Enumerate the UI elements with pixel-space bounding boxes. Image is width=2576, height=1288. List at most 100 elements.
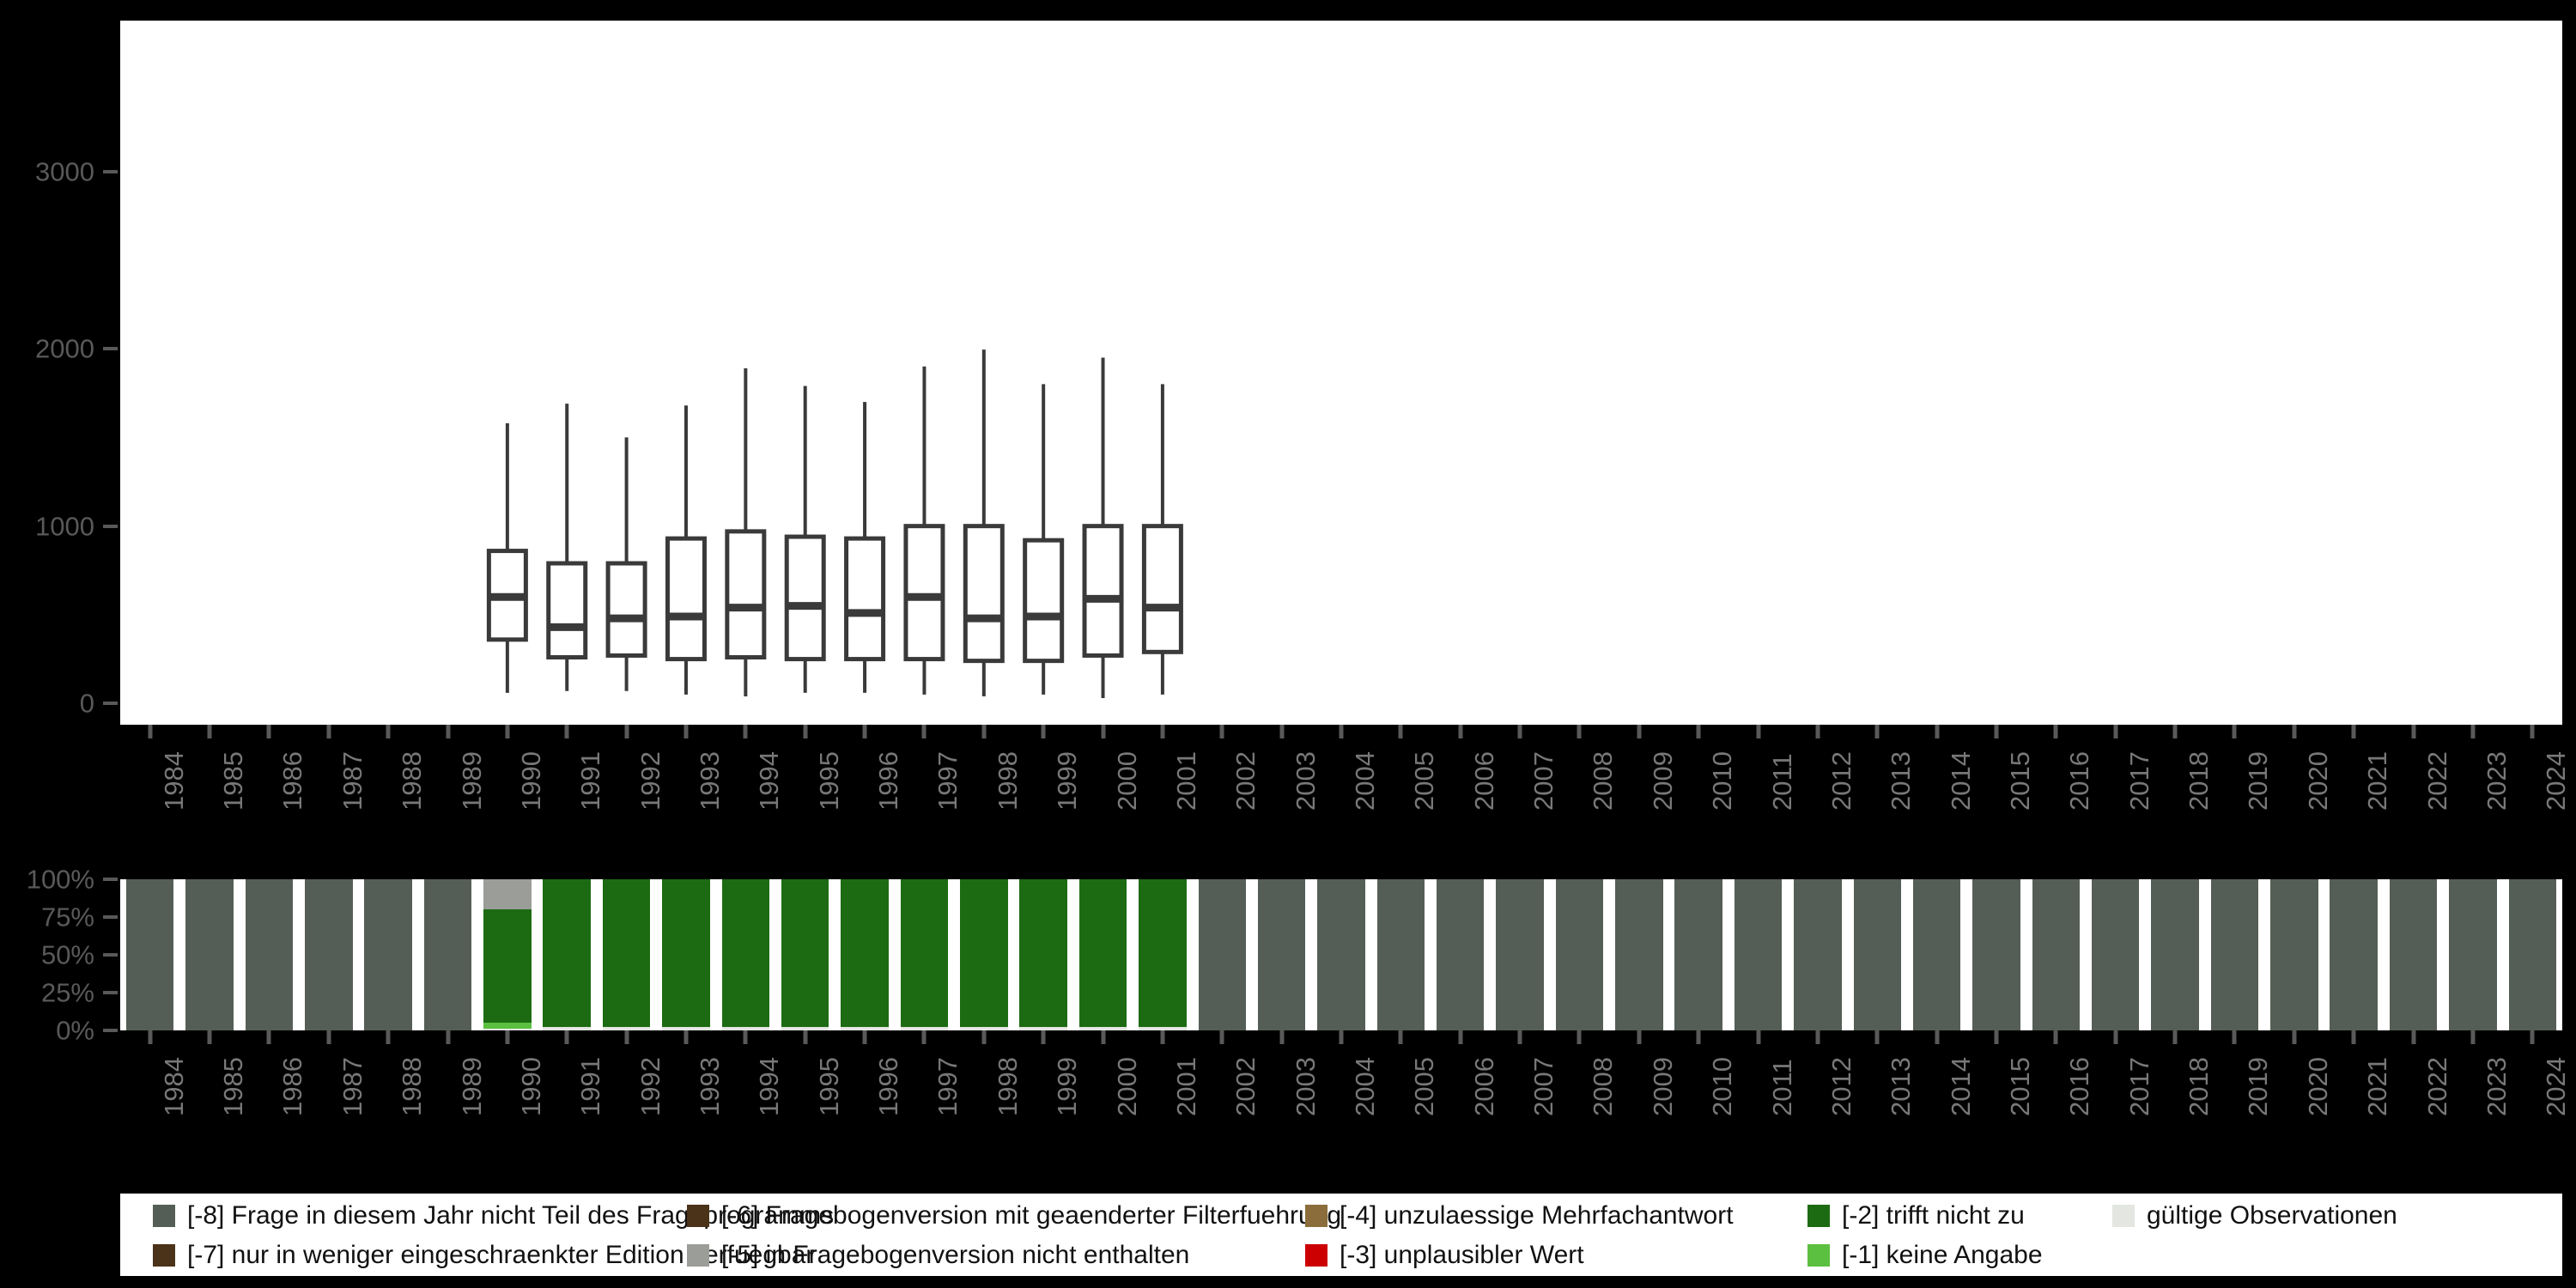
status-segment-minus8 bbox=[1317, 879, 1365, 1030]
y-tick-mark-percent bbox=[103, 1029, 118, 1032]
status-segment-minus8 bbox=[1555, 879, 1604, 1030]
status-segment-minus8 bbox=[1794, 879, 1842, 1030]
x-tick-mark-bottom bbox=[624, 1030, 629, 1044]
y-tick-label-percent: 0% bbox=[56, 1015, 94, 1046]
x-tick-label-1984: 1984 bbox=[158, 1057, 189, 1116]
status-bar-1994 bbox=[721, 879, 770, 1030]
x-tick-mark-top bbox=[1696, 725, 1701, 738]
x-tick-label-2021: 2021 bbox=[2362, 751, 2393, 811]
x-tick-mark-top bbox=[1517, 725, 1522, 738]
status-segment-minus2 bbox=[1078, 879, 1127, 1028]
status-bar-2003 bbox=[1257, 879, 1306, 1030]
x-tick-mark-bottom bbox=[2351, 1030, 2356, 1044]
x-tick-mark-bottom bbox=[1398, 1030, 1403, 1044]
x-tick-label-2010: 2010 bbox=[1707, 751, 1738, 811]
x-tick-mark-bottom bbox=[2411, 1030, 2416, 1044]
legend-item-minus6[interactable]: [-6] Fragebogenversion mit geaenderter F… bbox=[687, 1199, 1341, 1233]
legend-label-minus3: [-3] unplausibler Wert bbox=[1340, 1241, 1584, 1269]
legend-item-minus5[interactable]: [-5] in Fragebogenversion nicht enthalte… bbox=[687, 1238, 1189, 1273]
legend-swatch-minus6-icon bbox=[687, 1205, 709, 1227]
legend-item-minus1[interactable]: [-1] keine Angabe bbox=[1807, 1238, 2043, 1273]
status-segment-minus2 bbox=[721, 879, 770, 1028]
status-segment-minus8 bbox=[2092, 879, 2140, 1030]
x-tick-mark-top bbox=[743, 725, 748, 738]
x-tick-label-1997: 1997 bbox=[933, 1057, 963, 1116]
box-iqr bbox=[1141, 524, 1183, 654]
y-tick-mark-counts bbox=[103, 347, 118, 351]
legend-swatch-minus3-icon bbox=[1305, 1244, 1327, 1267]
y-tick-label-percent: 100% bbox=[26, 864, 94, 895]
x-tick-label-2005: 2005 bbox=[1409, 751, 1440, 811]
x-tick-label-2001: 2001 bbox=[1170, 751, 1201, 811]
status-segment-minus8 bbox=[245, 879, 294, 1030]
x-tick-mark-top bbox=[803, 725, 808, 738]
status-segment-minus2 bbox=[483, 909, 532, 1024]
status-bar-2024 bbox=[2508, 879, 2557, 1030]
boxplot-1993 bbox=[665, 405, 707, 695]
x-tick-mark-bottom bbox=[1160, 1030, 1165, 1044]
status-segment-valid bbox=[543, 1027, 591, 1030]
boxplot-1999 bbox=[1023, 384, 1065, 695]
x-tick-label-1991: 1991 bbox=[575, 1057, 606, 1116]
x-tick-mark-bottom bbox=[1935, 1030, 1940, 1044]
x-tick-mark-top bbox=[1815, 725, 1820, 738]
status-bar-2013 bbox=[1853, 879, 1902, 1030]
legend-item-minus4[interactable]: [-4] unzulaessige Mehrfachantwort bbox=[1305, 1199, 1734, 1233]
x-tick-mark-top bbox=[148, 725, 153, 738]
status-segment-minus8 bbox=[2270, 879, 2318, 1030]
status-segment-valid bbox=[1139, 1027, 1187, 1030]
legend: [-8] Frage in diesem Jahr nicht Teil des… bbox=[120, 1194, 2562, 1276]
status-bar-1999 bbox=[1019, 879, 1067, 1030]
x-tick-mark-top bbox=[1219, 725, 1224, 738]
status-segment-valid bbox=[602, 1027, 651, 1030]
x-tick-mark-bottom bbox=[1517, 1030, 1522, 1044]
x-tick-label-2009: 2009 bbox=[1647, 751, 1678, 811]
x-tick-label-1995: 1995 bbox=[813, 1057, 844, 1116]
box-iqr bbox=[1023, 538, 1065, 664]
status-segment-valid bbox=[483, 1029, 532, 1030]
status-segment-minus2 bbox=[960, 879, 1008, 1028]
status-bar-2009 bbox=[1615, 879, 1663, 1030]
legend-item-minus3[interactable]: [-3] unplausibler Wert bbox=[1305, 1238, 1584, 1273]
x-tick-mark-top bbox=[624, 725, 629, 738]
x-tick-mark-top bbox=[683, 725, 689, 738]
x-tick-label-1985: 1985 bbox=[218, 751, 249, 811]
box-iqr bbox=[605, 561, 647, 658]
status-segment-minus8 bbox=[2330, 879, 2378, 1030]
x-tick-label-2002: 2002 bbox=[1230, 1057, 1261, 1116]
x-tick-label-2022: 2022 bbox=[2421, 1057, 2452, 1116]
x-tick-label-1999: 1999 bbox=[1052, 751, 1083, 811]
status-bar-1998 bbox=[960, 879, 1008, 1030]
x-tick-mark-bottom bbox=[1815, 1030, 1820, 1044]
status-segment-minus8 bbox=[1496, 879, 1544, 1030]
legend-item-valid[interactable]: gültige Observationen bbox=[2112, 1199, 2397, 1233]
status-segment-minus8 bbox=[1376, 879, 1425, 1030]
x-tick-label-2010: 2010 bbox=[1707, 1057, 1738, 1116]
x-tick-label-2002: 2002 bbox=[1230, 751, 1261, 811]
x-tick-label-2020: 2020 bbox=[2302, 751, 2333, 811]
status-segment-minus8 bbox=[2032, 879, 2081, 1030]
status-bar-2019 bbox=[2210, 879, 2259, 1030]
status-segment-minus5 bbox=[483, 879, 532, 910]
legend-item-minus7[interactable]: [-7] nur in weniger eingeschraenkter Edi… bbox=[153, 1238, 814, 1273]
x-tick-mark-bottom bbox=[1219, 1030, 1224, 1044]
x-tick-mark-bottom bbox=[1458, 1030, 1463, 1044]
x-tick-mark-top bbox=[1874, 725, 1880, 738]
legend-item-minus2[interactable]: [-2] trifft nicht zu bbox=[1807, 1199, 2025, 1233]
status-segment-minus8 bbox=[1198, 879, 1246, 1030]
x-tick-mark-bottom bbox=[1874, 1030, 1880, 1044]
x-tick-mark-bottom bbox=[862, 1030, 867, 1044]
legend-item-minus8[interactable]: [-8] Frage in diesem Jahr nicht Teil des… bbox=[153, 1199, 834, 1233]
x-tick-label-2018: 2018 bbox=[2184, 751, 2215, 811]
x-tick-label-1985: 1985 bbox=[218, 1057, 249, 1116]
x-tick-mark-bottom bbox=[266, 1030, 271, 1044]
status-bar-2006 bbox=[1436, 879, 1485, 1030]
status-bar-2022 bbox=[2389, 879, 2438, 1030]
x-tick-mark-top bbox=[2113, 725, 2118, 738]
x-tick-label-1996: 1996 bbox=[873, 1057, 904, 1116]
x-axis-top: 1984 1985 1986 1987 1988 1989 1990 1991 1992 1993… bbox=[120, 725, 2571, 811]
box-iqr bbox=[963, 524, 1005, 664]
legend-label-minus1: [-1] keine Angabe bbox=[1842, 1241, 2043, 1269]
x-tick-mark-bottom bbox=[2232, 1030, 2237, 1044]
status-segment-minus8 bbox=[185, 879, 234, 1030]
